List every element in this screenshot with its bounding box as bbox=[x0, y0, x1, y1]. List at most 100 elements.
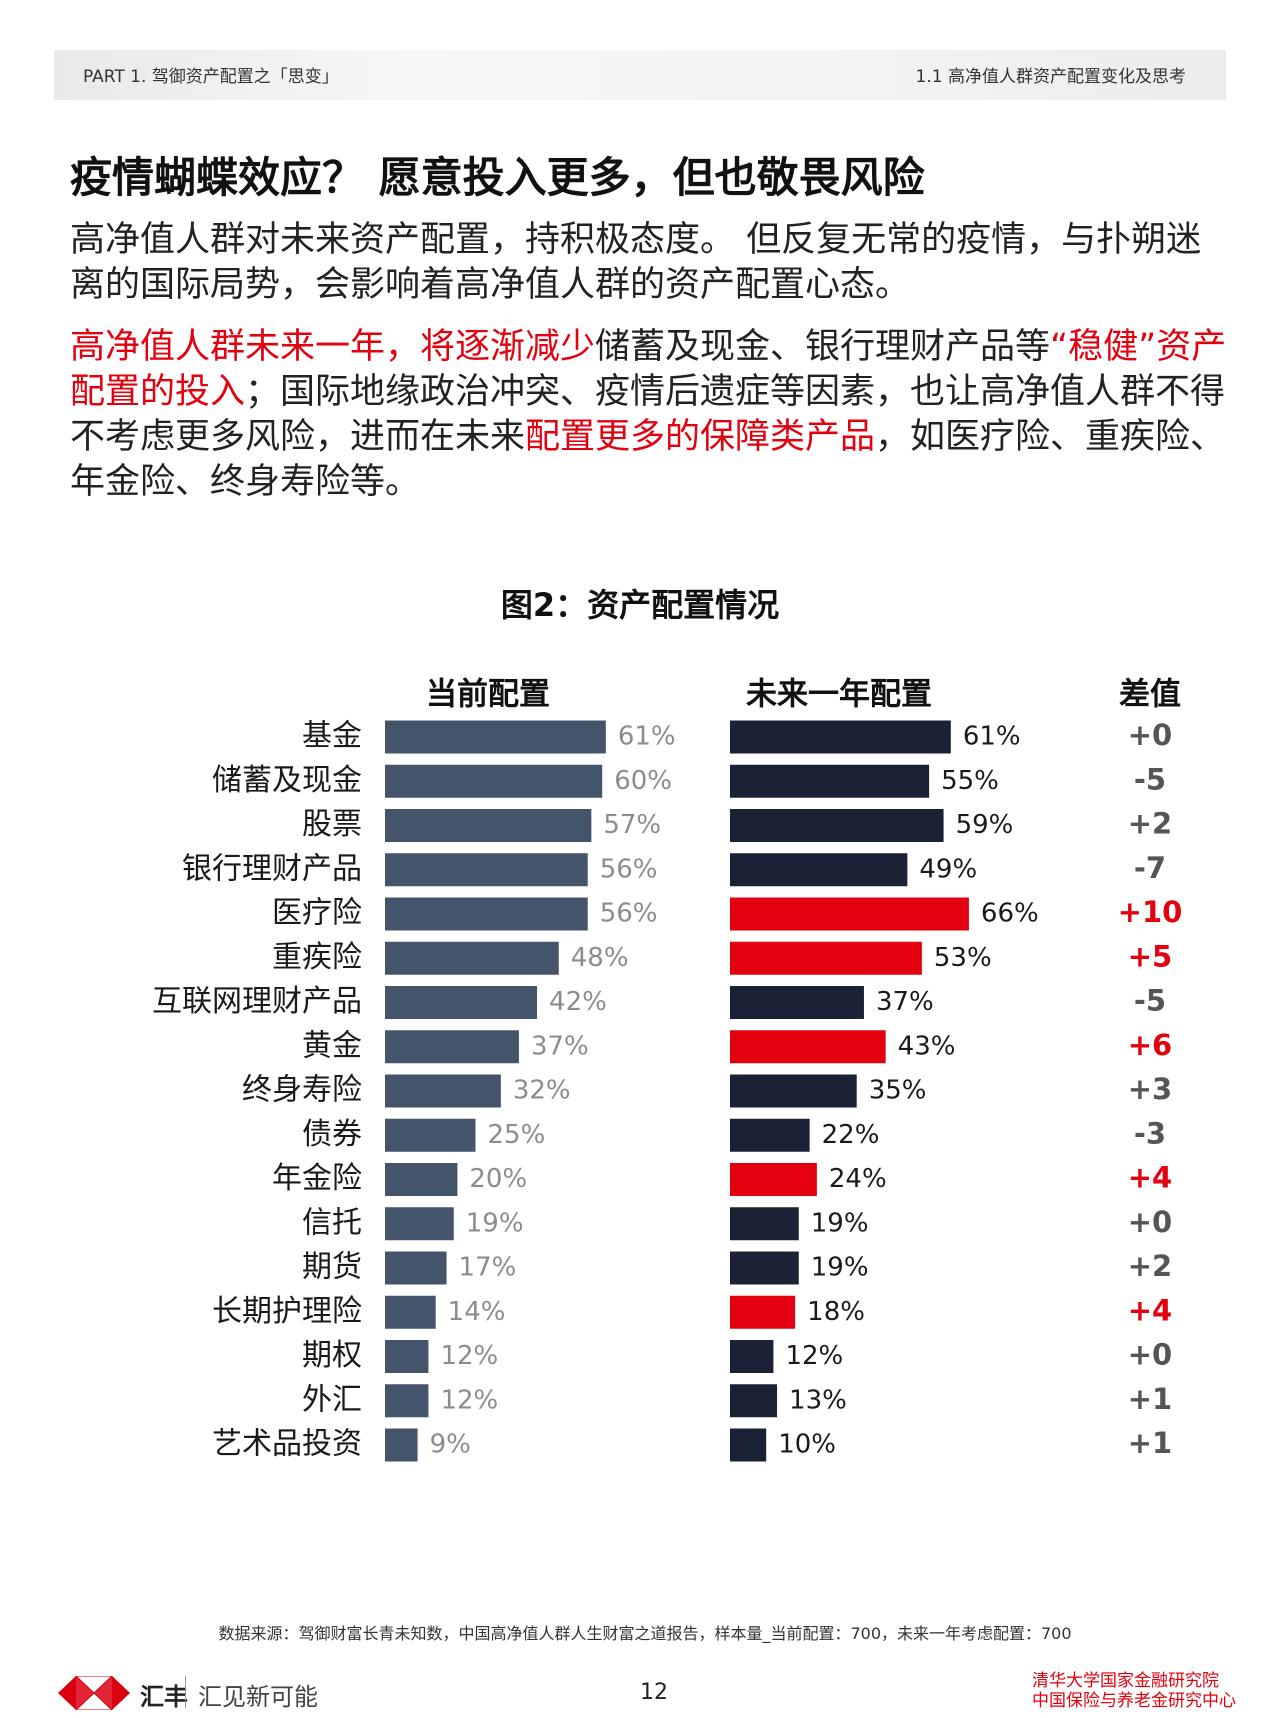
category-label: 黄金 bbox=[302, 1028, 362, 1063]
bar bbox=[730, 897, 969, 931]
difference-label: +0 bbox=[1128, 1338, 1172, 1372]
category-label: 信托 bbox=[302, 1205, 362, 1240]
category-label: 终身寿险 bbox=[242, 1073, 362, 1108]
bar bbox=[385, 897, 588, 931]
institution: 中国保险与养老金研究中心 bbox=[1032, 1691, 1236, 1711]
text-span: ；国际地缘政治冲突、疫情后遗症等因素，也让高净值人群不得不考虑更多风险，进而在未… bbox=[70, 372, 1226, 457]
value-label: 12% bbox=[440, 1385, 498, 1415]
page-title: 疫情蝴蝶效应？ 愿意投入更多，但也敬畏风险 bbox=[70, 153, 925, 202]
difference-label: +5 bbox=[1128, 939, 1172, 973]
bar bbox=[385, 1428, 418, 1462]
slogan: 汇见新可能 bbox=[198, 1683, 318, 1711]
bar bbox=[730, 1030, 886, 1064]
institutions: 清华大学国家金融研究院 中国保险与养老金研究中心 bbox=[1032, 1671, 1236, 1711]
difference-label: +2 bbox=[1128, 1249, 1172, 1283]
difference-label: -5 bbox=[1134, 762, 1166, 796]
bar bbox=[385, 1207, 454, 1241]
bar bbox=[730, 986, 864, 1019]
value-label: 13% bbox=[789, 1385, 847, 1415]
value-label: 49% bbox=[919, 854, 977, 884]
header-band bbox=[54, 50, 1226, 100]
header-right: 1.1 高净值人群资产配置变化及思考 bbox=[915, 67, 1186, 87]
bar bbox=[730, 1340, 774, 1373]
value-label: 42% bbox=[549, 987, 607, 1017]
page-number: 12 bbox=[640, 1680, 668, 1705]
value-label: 61% bbox=[618, 722, 676, 752]
bar bbox=[385, 986, 538, 1019]
bar bbox=[385, 941, 559, 975]
column-header: 当前配置 bbox=[426, 677, 550, 713]
bar bbox=[730, 1118, 810, 1152]
difference-label: +1 bbox=[1128, 1382, 1172, 1416]
difference-label: +0 bbox=[1128, 1205, 1172, 1239]
value-label: 20% bbox=[469, 1164, 527, 1194]
value-label: 57% bbox=[603, 810, 661, 840]
category-label: 长期护理险 bbox=[212, 1294, 362, 1329]
value-label: 37% bbox=[876, 987, 934, 1017]
bar bbox=[385, 809, 592, 842]
value-label: 53% bbox=[934, 943, 992, 973]
bar bbox=[385, 1251, 447, 1285]
category-label: 重疾险 bbox=[272, 940, 362, 975]
brand: 汇丰 bbox=[140, 1683, 188, 1711]
category-label: 期货 bbox=[302, 1250, 362, 1285]
value-label: 25% bbox=[488, 1120, 546, 1150]
bar bbox=[730, 1295, 796, 1329]
difference-label: +1 bbox=[1128, 1426, 1172, 1460]
text-span: 储蓄及现金、银行理财产品等 bbox=[595, 327, 1051, 367]
bar bbox=[385, 1074, 501, 1108]
value-label: 55% bbox=[941, 766, 999, 796]
bar bbox=[385, 1384, 429, 1418]
value-label: 10% bbox=[778, 1430, 836, 1460]
category-label: 基金 bbox=[302, 719, 362, 754]
bar bbox=[730, 720, 951, 754]
text-span: 配置更多的保障类产品 bbox=[525, 417, 876, 457]
value-label: 56% bbox=[600, 899, 658, 929]
difference-label: -3 bbox=[1134, 1116, 1166, 1150]
logo bbox=[58, 1676, 130, 1710]
text-span: 高净值人群未来一年，将逐渐减少 bbox=[70, 327, 596, 367]
value-label: 19% bbox=[811, 1253, 869, 1283]
bar bbox=[385, 853, 588, 887]
column-header: 差值 bbox=[1119, 677, 1181, 713]
bar bbox=[730, 764, 930, 798]
difference-label: +2 bbox=[1128, 807, 1172, 841]
value-label: 18% bbox=[807, 1297, 865, 1327]
text-span: “稳健”资产配置的投入 bbox=[70, 327, 1227, 412]
difference-label: +4 bbox=[1128, 1293, 1172, 1327]
value-label: 43% bbox=[898, 1031, 956, 1061]
bar bbox=[730, 1207, 799, 1241]
value-label: 17% bbox=[459, 1253, 517, 1283]
value-label: 32% bbox=[513, 1076, 571, 1106]
bar bbox=[730, 853, 908, 887]
category-label: 年金险 bbox=[272, 1161, 362, 1196]
bar bbox=[385, 1118, 476, 1152]
category-label: 储蓄及现金 bbox=[212, 763, 362, 798]
bar bbox=[730, 1074, 857, 1108]
bar bbox=[730, 1384, 778, 1418]
category-label: 股票 bbox=[302, 807, 362, 842]
difference-label: -7 bbox=[1134, 851, 1166, 885]
difference-label: -5 bbox=[1134, 984, 1166, 1018]
institution: 清华大学国家金融研究院 bbox=[1032, 1671, 1219, 1691]
value-label: 19% bbox=[811, 1208, 869, 1238]
difference-label: +0 bbox=[1128, 718, 1172, 752]
value-label: 12% bbox=[440, 1341, 498, 1371]
value-label: 60% bbox=[614, 766, 672, 796]
bar bbox=[385, 1295, 436, 1329]
value-label: 14% bbox=[448, 1297, 506, 1327]
value-label: 9% bbox=[430, 1430, 471, 1460]
column-header: 未来一年配置 bbox=[746, 677, 932, 713]
value-label: 59% bbox=[956, 810, 1014, 840]
bar bbox=[385, 1163, 458, 1196]
value-label: 37% bbox=[531, 1031, 589, 1061]
value-label: 48% bbox=[571, 943, 629, 973]
text-span: ，如医疗险、重疾险、年金险、终身寿险等。 bbox=[70, 417, 1226, 502]
category-label: 互联网理财产品 bbox=[152, 984, 362, 1019]
bar bbox=[730, 1428, 767, 1462]
chart-title: 图2：资产配置情况 bbox=[501, 586, 779, 624]
difference-label: +6 bbox=[1128, 1028, 1172, 1062]
value-label: 24% bbox=[829, 1164, 887, 1194]
chart: 图2：资产配置情况 当前配置 未来一年配置 差值 基金 61% 61% +0 储蓄及现金… bbox=[152, 586, 1182, 1462]
